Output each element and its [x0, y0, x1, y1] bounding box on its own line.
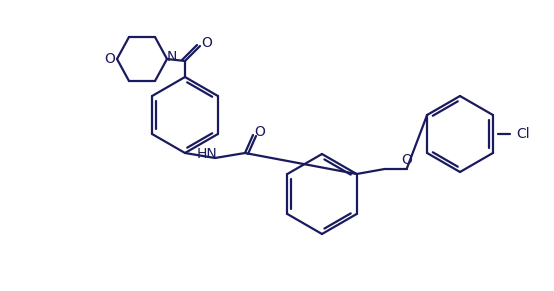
Text: N: N: [167, 50, 177, 64]
Text: Cl: Cl: [516, 127, 530, 141]
Text: O: O: [401, 153, 412, 167]
Text: O: O: [202, 36, 212, 50]
Text: O: O: [105, 52, 115, 66]
Text: HN: HN: [197, 147, 217, 161]
Text: O: O: [254, 125, 265, 139]
